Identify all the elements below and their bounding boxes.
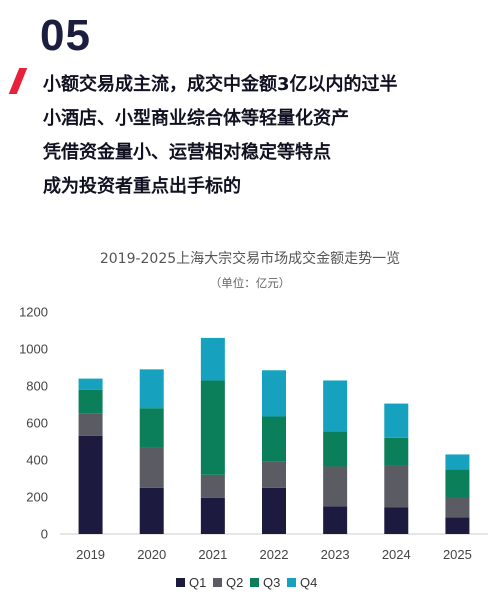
bar-2024-q3 xyxy=(384,437,409,466)
bar-2024-q4 xyxy=(384,403,409,438)
y-tick-label: 800 xyxy=(26,379,48,394)
legend-label-q4: Q4 xyxy=(300,575,317,590)
y-tick-label: 400 xyxy=(26,453,48,468)
headline: 小额交易成主流，成交中金额3亿以内的过半 小酒店、小型商业综合体等轻量化资产 凭… xyxy=(43,68,398,204)
bar-2023-q1 xyxy=(323,506,348,534)
bar-2025-q3 xyxy=(445,469,470,497)
bar-2020-q3 xyxy=(139,408,164,448)
legend-label-q3: Q3 xyxy=(263,575,280,590)
headline-line-3: 凭借资金量小、运营相对稳定等特点 xyxy=(43,142,331,163)
x-tick-label: 2025 xyxy=(443,547,472,562)
x-tick-label: 2023 xyxy=(321,547,350,562)
bar-2020-q1 xyxy=(139,487,164,534)
bar-2023-q4 xyxy=(323,380,348,432)
chart-unit: （单位：亿元） xyxy=(209,276,291,290)
x-tick-label: 2021 xyxy=(198,547,227,562)
y-tick-label: 1200 xyxy=(19,305,48,320)
y-tick-label: 1000 xyxy=(19,342,48,357)
legend-label-q2: Q2 xyxy=(226,575,243,590)
bar-2024-q1 xyxy=(384,507,409,534)
bar-2025-q4 xyxy=(445,454,470,470)
bar-2025-q2 xyxy=(445,497,470,518)
headline-line-2: 小酒店、小型商业综合体等轻量化资产 xyxy=(43,108,349,129)
bar-2019-q4 xyxy=(78,378,103,390)
legend-swatch-q2 xyxy=(213,578,222,587)
bar-2022-q1 xyxy=(262,487,286,534)
legend-swatch-q1 xyxy=(176,578,185,587)
bar-2021-q4 xyxy=(200,337,225,381)
bar-2022-q3 xyxy=(262,416,286,462)
x-tick-label: 2019 xyxy=(76,547,105,562)
bar-2019-q1 xyxy=(78,435,103,534)
bar-2019-q2 xyxy=(78,413,103,436)
legend-swatch-q4 xyxy=(287,578,296,587)
bar-2021-q2 xyxy=(200,474,225,498)
x-tick-label: 2020 xyxy=(137,547,166,562)
bar-2020-q4 xyxy=(139,369,164,409)
headline-line-1: 小额交易成主流，成交中金额3亿以内的过半 xyxy=(43,74,398,95)
chart-title: 2019-2025上海大宗交易市场成交金额走势一览 xyxy=(99,251,401,267)
y-tick-label: 200 xyxy=(26,490,48,505)
bar-2020-q2 xyxy=(139,447,164,488)
bar-2021-q3 xyxy=(200,380,225,475)
bar-2023-q2 xyxy=(323,466,348,507)
bar-2024-q2 xyxy=(384,465,409,508)
bar-2025-q1 xyxy=(445,517,470,534)
section-number: 05 xyxy=(40,11,91,60)
bar-2023-q3 xyxy=(323,431,348,467)
bar-2021-q1 xyxy=(200,497,225,534)
x-tick-label: 2024 xyxy=(382,547,411,562)
legend-label-q1: Q1 xyxy=(189,575,206,590)
legend-swatch-q3 xyxy=(250,578,259,587)
headline-line-4: 成为投资者重点出手标的 xyxy=(43,176,241,197)
bar-2019-q3 xyxy=(78,389,103,414)
x-tick-label: 2022 xyxy=(260,547,289,562)
y-tick-label: 600 xyxy=(26,416,48,431)
bar-2022-q2 xyxy=(262,461,286,488)
bar-2022-q4 xyxy=(262,370,286,417)
y-tick-label: 0 xyxy=(41,527,48,542)
